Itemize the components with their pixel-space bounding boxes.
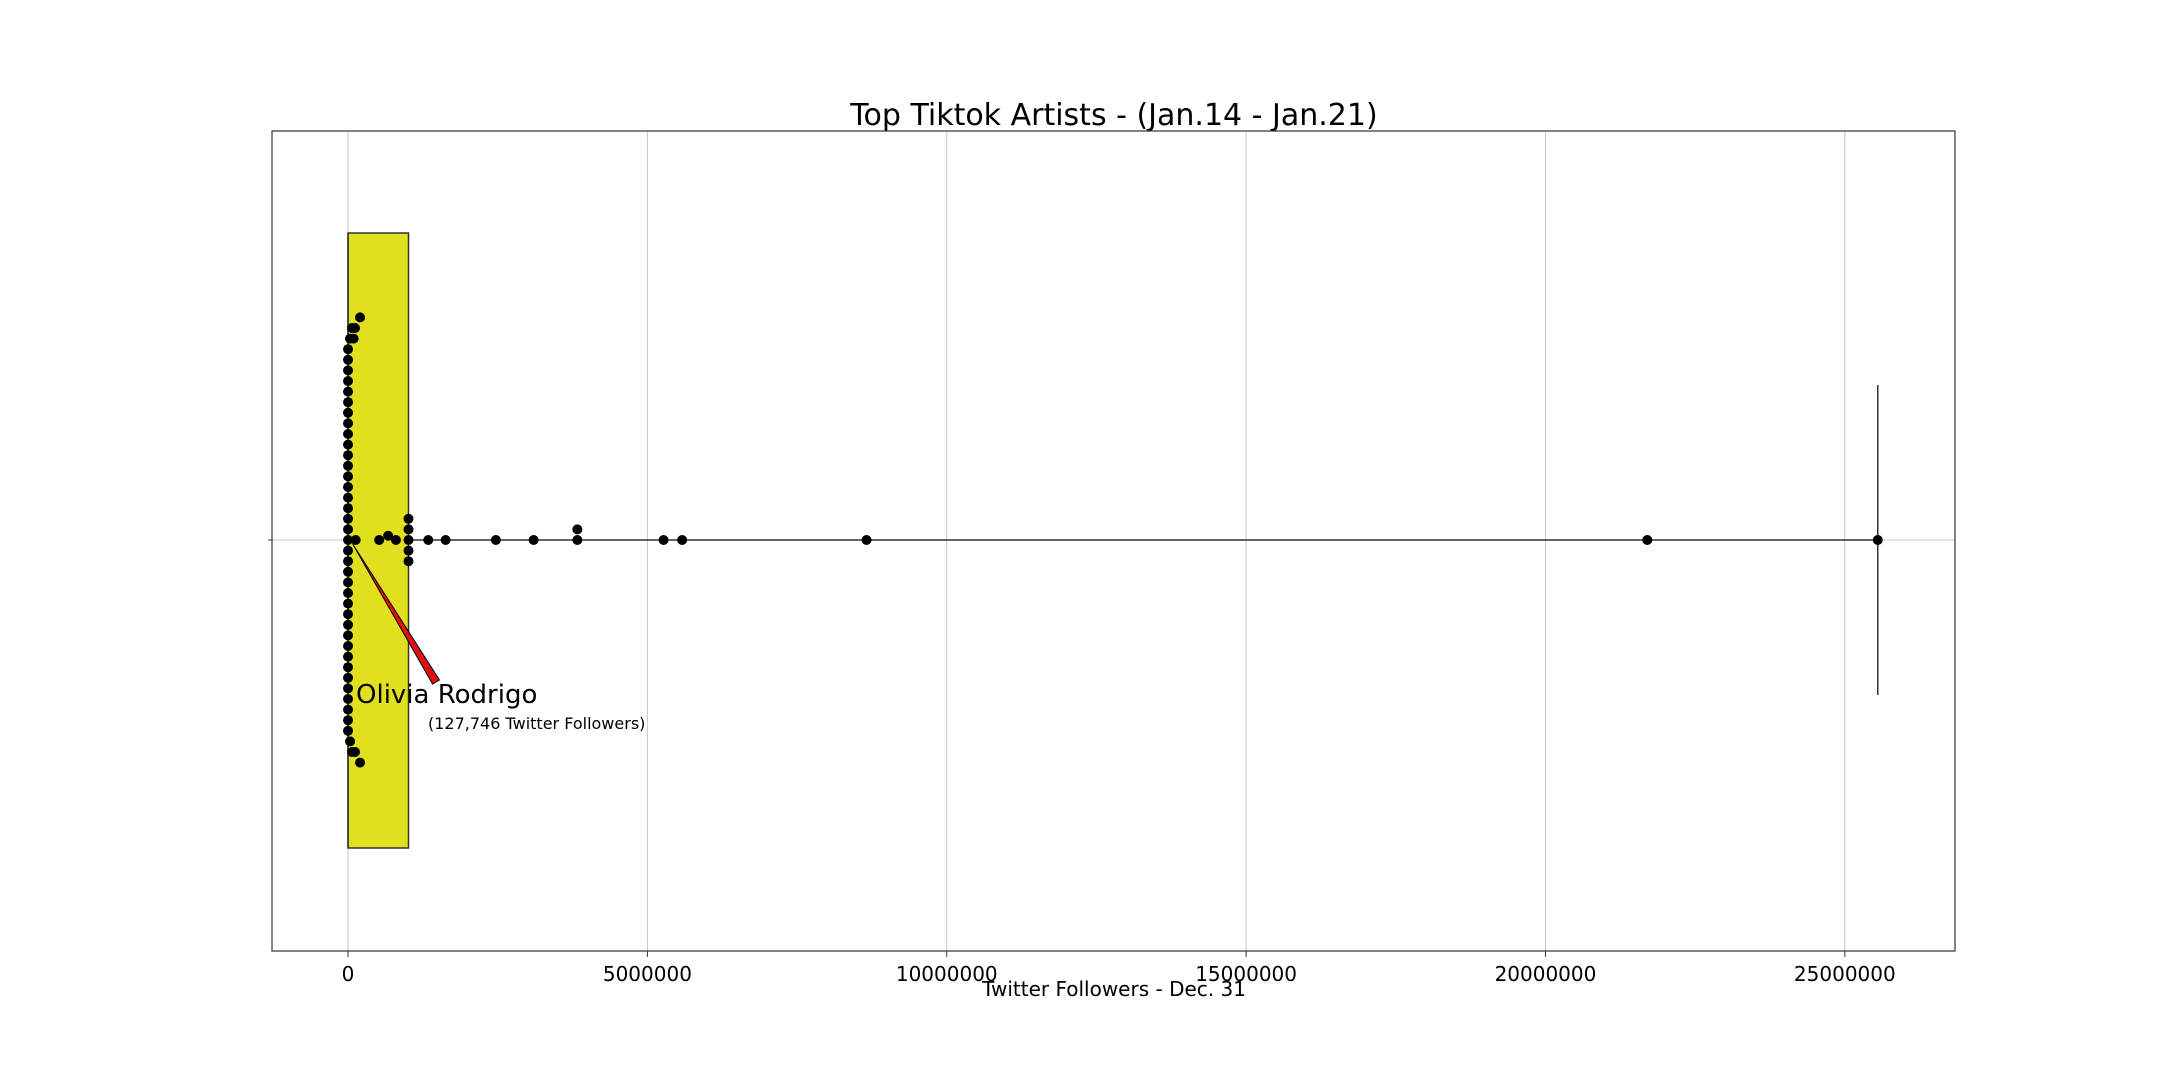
data-point [658,535,669,545]
data-point [343,630,354,641]
data-point [343,609,354,620]
data-point [423,535,434,545]
data-point [343,535,354,545]
data-point [343,704,354,715]
data-point [383,530,394,541]
data-point [861,535,872,545]
data-point [343,418,354,429]
data-point [343,471,354,482]
data-point [403,513,414,524]
annotation-arrow [352,543,441,685]
data-point [343,407,354,418]
data-point [343,641,354,651]
data-point [403,556,414,567]
data-point [343,566,354,577]
data-point [343,577,354,588]
data-point [343,492,354,503]
x-tick-label: 5000000 [603,962,692,986]
data-point [343,556,354,567]
data-point [403,535,414,545]
data-point [343,725,354,736]
x-axis-label: Twitter Followers - Dec. 31 [981,977,1246,1001]
data-point [348,333,359,344]
data-point [345,736,356,747]
data-point [350,747,361,757]
data-point [343,715,354,726]
data-point [677,535,688,545]
data-point [343,651,354,662]
chart-title: Top Tiktok Artists - (Jan.14 - Jan.21) [849,98,1377,133]
x-axis-ticks: 0 5000000 10000000 15000000 20000000 25000000 [268,539,1896,986]
x-tick-label: 25000000 [1794,962,1896,986]
data-point [343,460,354,471]
data-point [343,513,354,524]
data-point [343,450,354,461]
data-point [343,482,354,492]
data-point [490,535,501,545]
data-point [355,757,366,768]
data-point [343,588,354,598]
data-point [343,365,354,376]
data-point [572,535,583,545]
data-point [403,545,414,556]
data-point [343,503,354,514]
data-point [343,683,354,694]
annotation-label: Olivia Rodrigo [356,680,537,710]
x-tick-label: 10000000 [896,962,998,986]
data-point [403,524,414,535]
data-points [343,312,1883,768]
data-point [343,439,354,450]
data-point [343,376,354,386]
data-point [440,535,451,545]
data-point [343,672,354,683]
data-point [343,386,354,397]
data-point [355,312,366,323]
data-point [350,323,361,333]
x-tick-label: 0 [342,962,355,986]
data-point [343,429,354,439]
x-tick-label: 15000000 [1195,962,1297,986]
data-point [343,397,354,408]
data-point [350,535,361,545]
data-point [1642,535,1653,545]
x-tick-label: 20000000 [1495,962,1597,986]
data-point [343,524,354,535]
data-point [343,354,354,365]
data-point [343,344,354,355]
grid-lines [272,131,1955,951]
data-point [343,619,354,630]
annotation-sublabel: (127,746 Twitter Followers) [428,714,645,733]
data-point [1872,535,1883,545]
data-point [390,535,401,545]
data-point [343,545,354,556]
plot-frame [271,130,1956,952]
data-point [343,662,354,673]
data-point [343,694,354,704]
annotation: Olivia Rodrigo (127,746 Twitter Follower… [352,543,645,733]
data-point [343,598,354,609]
data-point [374,535,385,545]
data-point [528,535,539,545]
data-point [572,524,583,535]
